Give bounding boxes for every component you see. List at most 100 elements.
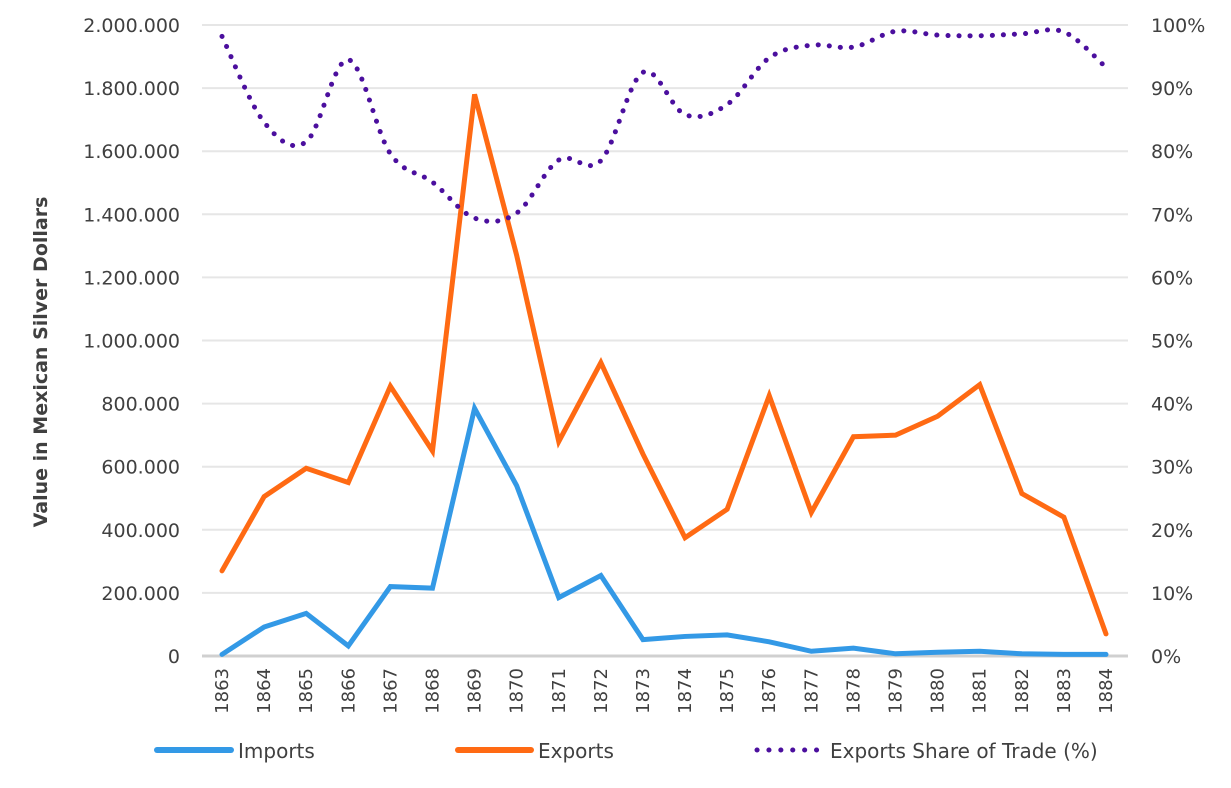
data-point — [641, 638, 645, 642]
x-axis-ticks: 1863 1864 1865 1866 1867 1868 1869 1870 1871 1872… — [212, 668, 1117, 714]
y2-tick-label: 10% — [1151, 583, 1193, 605]
y2-tick-label: 50% — [1151, 331, 1193, 353]
x-tick-label: 1874 — [675, 668, 696, 714]
data-point — [894, 433, 898, 437]
data-point — [262, 625, 266, 629]
y2-tick-label: 100% — [1151, 15, 1205, 37]
data-point — [936, 650, 940, 654]
data-point — [388, 585, 392, 589]
data-point — [473, 92, 477, 96]
data-point — [304, 611, 308, 615]
data-point — [978, 383, 982, 387]
data-point — [262, 495, 266, 499]
data-point — [683, 536, 687, 540]
data-point — [894, 652, 898, 656]
legend-label: Imports — [238, 739, 315, 763]
data-point — [978, 649, 982, 653]
data-point — [725, 507, 729, 511]
data-point — [599, 574, 603, 578]
data-point — [262, 120, 266, 124]
data-point — [1104, 65, 1108, 69]
data-point — [430, 586, 434, 590]
data-point — [936, 414, 940, 418]
x-tick-label: 1871 — [549, 668, 570, 714]
data-point — [304, 140, 308, 144]
data-point — [767, 394, 771, 398]
x-tick-label: 1864 — [254, 668, 275, 714]
data-point — [1020, 32, 1024, 36]
legend-label: Exports — [538, 739, 614, 763]
x-tick-label: 1878 — [843, 668, 864, 714]
series-line-exports-share — [219, 27, 1109, 224]
y2-tick-label: 70% — [1151, 204, 1193, 226]
data-point — [936, 33, 940, 37]
y-tick-label: 1.600.000 — [83, 141, 180, 163]
x-tick-label: 1880 — [928, 668, 949, 714]
data-point — [557, 439, 561, 443]
data-point — [515, 484, 519, 488]
data-point — [641, 452, 645, 456]
x-tick-label: 1865 — [296, 668, 317, 714]
data-point — [683, 113, 687, 117]
data-point — [725, 633, 729, 637]
right-axis-ticks: 0% 10% 20% 30% 40% 50% 60% 70% 80% 90% 100% — [1151, 15, 1205, 668]
data-point — [599, 361, 603, 365]
data-point — [473, 406, 477, 410]
x-tick-label: 1883 — [1054, 668, 1075, 714]
x-tick-label: 1882 — [1012, 668, 1033, 714]
data-point — [851, 646, 855, 650]
data-point — [978, 34, 982, 38]
data-point — [725, 103, 729, 107]
legend-item: Imports — [154, 739, 315, 763]
data-point — [599, 159, 603, 163]
x-tick-label: 1869 — [465, 668, 486, 714]
data-point — [473, 216, 477, 220]
data-point — [515, 253, 519, 257]
y2-tick-label: 80% — [1151, 141, 1193, 163]
data-point — [683, 634, 687, 638]
y-tick-label: 2.000.000 — [83, 15, 180, 37]
y-tick-label: 200.000 — [101, 583, 180, 605]
data-point — [809, 510, 813, 514]
data-point — [767, 56, 771, 60]
data-point — [430, 180, 434, 184]
gridlines — [202, 24, 1128, 658]
legend-label: Exports Share of Trade (%) — [830, 739, 1098, 763]
series-lines — [219, 27, 1109, 657]
series-line-exports — [219, 93, 1109, 637]
legend: Imports Exports Exports Share of Trade (%) — [154, 739, 1098, 763]
x-tick-label: 1876 — [759, 668, 780, 714]
data-point — [220, 652, 224, 656]
legend-item: Exports — [455, 739, 614, 763]
data-point — [346, 644, 350, 648]
data-point — [388, 152, 392, 156]
y-tick-label: 1.200.000 — [83, 267, 180, 289]
data-point — [1062, 515, 1066, 519]
left-axis-ticks: 0 200.000 400.000 600.000 800.000 1.000.000 1.… — [83, 15, 180, 668]
data-point — [809, 649, 813, 653]
x-tick-label: 1879 — [886, 668, 907, 714]
y2-tick-label: 40% — [1151, 394, 1193, 416]
data-point — [346, 480, 350, 484]
data-point — [1104, 652, 1108, 656]
x-tick-label: 1866 — [338, 668, 359, 714]
data-point — [641, 70, 645, 74]
data-point — [557, 158, 561, 162]
data-point — [809, 43, 813, 47]
y-tick-label: 800.000 — [101, 394, 180, 416]
data-point — [304, 466, 308, 470]
x-tick-label: 1881 — [970, 668, 991, 714]
legend-item: Exports Share of Trade (%) — [754, 739, 1098, 763]
y2-tick-label: 60% — [1151, 267, 1193, 289]
data-point — [1020, 652, 1024, 656]
x-tick-label: 1872 — [591, 668, 612, 714]
data-point — [1062, 30, 1066, 34]
data-point — [557, 596, 561, 600]
x-tick-label: 1873 — [633, 668, 654, 714]
x-tick-label: 1868 — [422, 668, 443, 714]
y-tick-label: 400.000 — [101, 520, 180, 542]
x-tick-label: 1870 — [507, 668, 528, 714]
y2-tick-label: 0% — [1151, 646, 1181, 668]
